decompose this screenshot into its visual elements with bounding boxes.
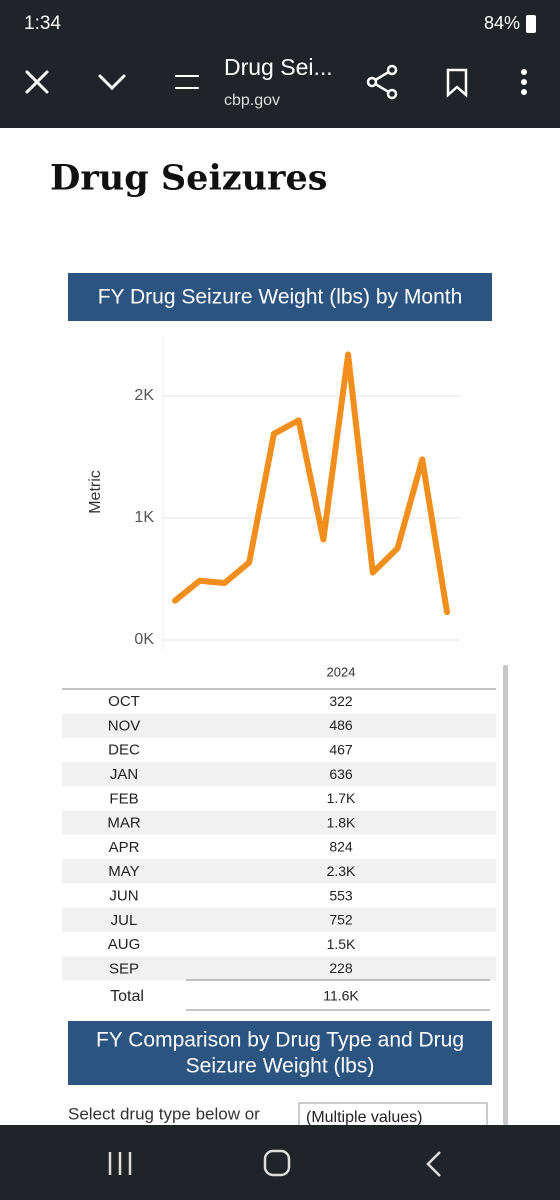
section-title: FY Comparison by Drug Type and Drug: [96, 1029, 464, 1052]
share-dot: [386, 88, 398, 100]
tab-url: cbp.gov: [224, 92, 280, 109]
value-label: 467: [329, 741, 353, 757]
section-title: Seizure Weight (lbs): [186, 1055, 375, 1078]
column-header: 2024: [327, 664, 356, 679]
row-stripe: [62, 810, 496, 835]
battery-icon: [526, 15, 536, 33]
y-axis-title: Metric: [87, 470, 104, 514]
filter-label: Select drug type below or: [68, 1104, 260, 1123]
y-tick-label: 2K: [134, 387, 154, 404]
share-dot: [386, 64, 398, 76]
scrollbar: [503, 665, 508, 1125]
row-stripe: [62, 956, 496, 981]
row-stripe: [62, 713, 496, 738]
month-label: JUL: [111, 912, 138, 929]
month-label: MAR: [107, 815, 141, 832]
settings-button[interactable]: [175, 75, 199, 89]
value-label: 752: [329, 912, 353, 928]
chart-title: FY Drug Seizure Weight (lbs) by Month: [98, 286, 463, 309]
total-label: Total: [110, 988, 144, 1005]
close-button[interactable]: [25, 70, 49, 94]
total-value: 11.6K: [323, 988, 359, 1004]
value-label: 322: [329, 693, 353, 709]
bookmark-button[interactable]: [446, 68, 468, 98]
value-label: 486: [329, 717, 353, 733]
section-header: [68, 1021, 492, 1085]
month-label: JUN: [109, 888, 138, 905]
top-bar: [0, 0, 560, 128]
month-label: APR: [109, 839, 140, 856]
month-label: OCT: [108, 693, 140, 710]
value-label: 1.7K: [327, 790, 356, 806]
back-button[interactable]: [426, 1151, 441, 1177]
row-stripe: [62, 859, 496, 884]
month-label: NOV: [108, 717, 141, 734]
month-label: AUG: [108, 936, 141, 953]
y-tick-label: 0K: [134, 631, 154, 648]
data-line: [172, 351, 450, 616]
nav-bar: [0, 1125, 560, 1200]
chart-header: [68, 273, 492, 321]
value-label: 228: [329, 960, 353, 976]
home-button[interactable]: [263, 1149, 291, 1177]
month-label: JAN: [110, 766, 138, 783]
page-heading: Drug Seizures: [50, 158, 327, 199]
battery: 84%: [484, 13, 520, 33]
value-label: 1.8K: [327, 814, 356, 830]
month-label: MAY: [108, 863, 139, 880]
value-label: 636: [329, 766, 353, 782]
row-stripe: [62, 761, 496, 787]
value-label: 1.5K: [327, 936, 356, 952]
month-label: SEP: [109, 960, 139, 977]
value-label: 553: [329, 887, 353, 903]
value-label: 2.3K: [327, 863, 356, 879]
clock: 1:34: [24, 13, 61, 34]
row-stripe: [62, 907, 496, 932]
month-label: FEB: [109, 790, 138, 807]
y-tick-label: 1K: [134, 509, 154, 526]
recents-button[interactable]: [108, 1152, 132, 1175]
value-label: 824: [329, 839, 353, 855]
dropdown-button[interactable]: [98, 74, 126, 91]
filter-value: (Multiple values): [306, 1109, 422, 1126]
tab-title: Drug Sei...: [224, 54, 333, 80]
month-label: DEC: [108, 742, 140, 759]
share-dot: [366, 76, 378, 88]
